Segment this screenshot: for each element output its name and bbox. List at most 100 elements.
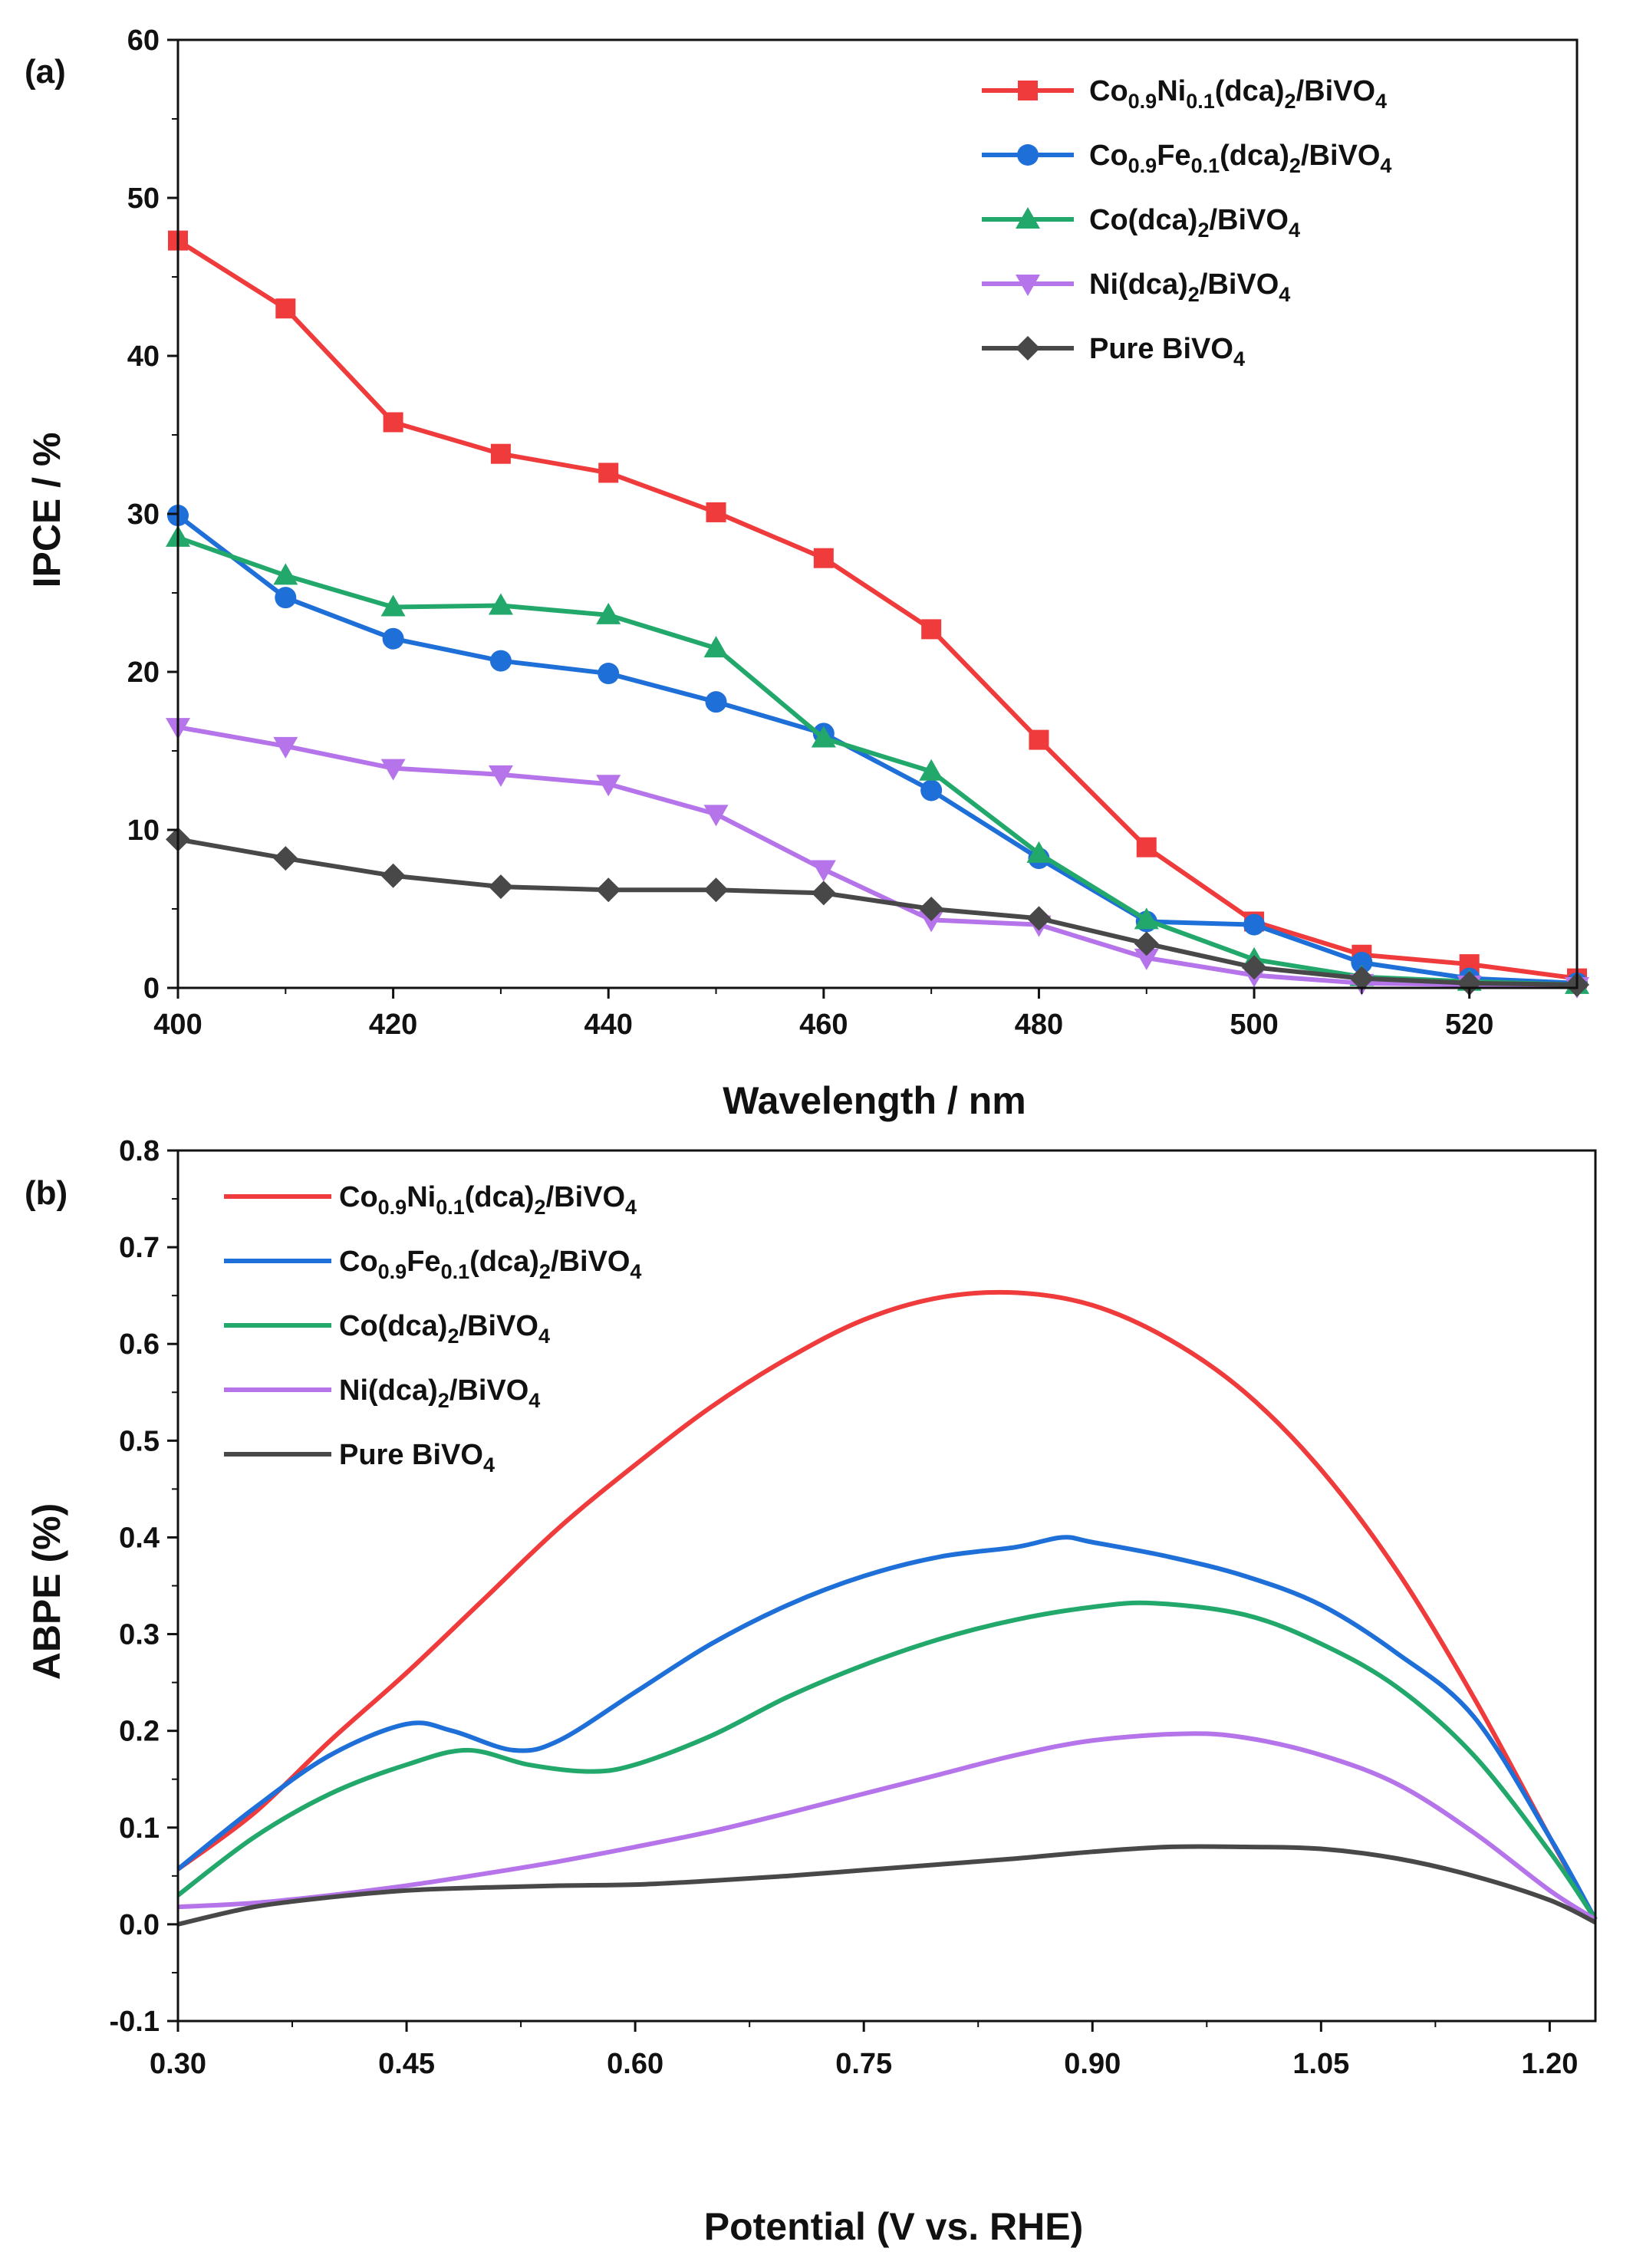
ipce-data-point bbox=[919, 759, 944, 781]
ipce-series-line-4 bbox=[177, 837, 1578, 987]
ipce-data-point bbox=[811, 726, 836, 748]
ipce-x-tick-label: 420 bbox=[369, 1009, 417, 1041]
ipce-legend-marker-1 bbox=[1017, 144, 1039, 166]
ipce-data-point bbox=[919, 897, 944, 921]
ipce-data-point bbox=[1134, 907, 1159, 930]
ipce-legend-marker-3 bbox=[1016, 275, 1040, 296]
ipce-data-point bbox=[1349, 966, 1375, 991]
ipce-data-point bbox=[705, 691, 727, 713]
abpe-y-tick-label: -0.1 bbox=[110, 2006, 160, 2038]
abpe-chart: -0.1 0.0 0.1 0.2 0.3 0.4 0.5 0.6 0.7 0.8 0.30 0.45 0… bbox=[25, 1135, 1598, 2248]
ipce-legend-marker-0 bbox=[1018, 81, 1038, 100]
panel-label-a: (a) bbox=[25, 53, 66, 91]
abpe-x-tick-label: 0.75 bbox=[835, 2048, 892, 2080]
ipce-data-point bbox=[1136, 837, 1157, 857]
ipce-data-point bbox=[703, 805, 729, 827]
ipce-legend-label-3: Ni(dca)2/BiVO4 bbox=[1089, 268, 1290, 306]
ipce-data-point bbox=[703, 636, 729, 658]
ipce-data-point bbox=[596, 877, 621, 903]
ipce-series-line-0 bbox=[176, 239, 1578, 981]
ipce-data-point bbox=[598, 462, 619, 483]
abpe-y-tick-label: 0.7 bbox=[119, 1232, 160, 1264]
abpe-y-tick-label: 0.6 bbox=[119, 1328, 160, 1361]
abpe-y-tick-label: 0.5 bbox=[119, 1425, 160, 1457]
ipce-y-axis-label: IPCE / % bbox=[25, 433, 68, 588]
abpe-x-tick-label: 0.60 bbox=[607, 2048, 663, 2080]
ipce-x-tick-label: 480 bbox=[1015, 1009, 1063, 1041]
panel-label-b: (b) bbox=[25, 1174, 67, 1212]
ipce-data-point bbox=[1242, 955, 1267, 980]
abpe-x-tick-label: 1.20 bbox=[1521, 2048, 1578, 2080]
ipce-x-tick-label: 400 bbox=[153, 1009, 202, 1041]
ipce-legend: Co0.9Ni0.1(dca)2/BiVO4 Co0.9Fe0.1(dca)2/B… bbox=[982, 75, 1391, 370]
ipce-data-point bbox=[382, 627, 404, 650]
ipce-legend-label-1: Co0.9Fe0.1(dca)2/BiVO4 bbox=[1089, 140, 1391, 177]
abpe-legend-label-2: Co(dca)2/BiVO4 bbox=[339, 1310, 550, 1348]
ipce-data-point bbox=[919, 910, 944, 933]
ipce-data-point bbox=[273, 846, 298, 871]
ipce-data-point bbox=[920, 779, 943, 802]
abpe-series-line-2 bbox=[176, 1600, 1598, 1921]
ipce-data-point bbox=[380, 863, 406, 888]
ipce-y-tick-label: 10 bbox=[127, 815, 160, 847]
ipce-data-point bbox=[813, 548, 834, 568]
ipce-legend-marker-2 bbox=[1016, 207, 1040, 229]
ipce-data-point bbox=[703, 877, 729, 903]
abpe-y-tick-label: 0.4 bbox=[119, 1522, 160, 1554]
ipce-data-point bbox=[706, 502, 726, 522]
abpe-y-tick-label: 0.2 bbox=[119, 1716, 160, 1748]
abpe-series-line-0 bbox=[176, 1289, 1598, 1921]
ipce-x-tick-label: 520 bbox=[1445, 1009, 1493, 1041]
ipce-data-point bbox=[1029, 729, 1049, 750]
abpe-y-tick-label: 0.0 bbox=[119, 1909, 160, 1941]
abpe-y-tick-label: 0.8 bbox=[119, 1135, 160, 1167]
abpe-legend-label-1: Co0.9Fe0.1(dca)2/BiVO4 bbox=[339, 1246, 641, 1283]
ipce-legend-label-2: Co(dca)2/BiVO4 bbox=[1089, 204, 1300, 242]
ipce-data-point bbox=[275, 298, 296, 319]
ipce-data-point bbox=[380, 594, 406, 617]
ipce-data-point bbox=[596, 602, 621, 624]
abpe-legend-label-0: Co0.9Ni0.1(dca)2/BiVO4 bbox=[339, 1181, 637, 1219]
ipce-data-point bbox=[488, 874, 513, 900]
ipce-data-point bbox=[488, 593, 513, 615]
ipce-data-point bbox=[490, 443, 511, 464]
ipce-legend-label-4: Pure BiVO4 bbox=[1089, 333, 1245, 370]
ipce-data-point bbox=[1243, 913, 1266, 936]
abpe-x-tick-label: 0.90 bbox=[1064, 2048, 1121, 2080]
ipce-legend-label-0: Co0.9Ni0.1(dca)2/BiVO4 bbox=[1089, 75, 1387, 113]
ipce-data-point bbox=[596, 775, 621, 797]
abpe-x-tick-label: 0.30 bbox=[150, 2048, 206, 2080]
ipce-x-axis-label: Wavelength / nm bbox=[723, 1079, 1026, 1122]
ipce-chart: 0 10 20 30 40 50 60 400 420 440 460 480 500 520 (a) W… bbox=[25, 25, 1589, 1122]
ipce-data-point bbox=[1026, 906, 1052, 931]
ipce-data-point bbox=[811, 860, 836, 882]
ipce-data-point bbox=[273, 736, 298, 759]
ipce-y-tick-label: 20 bbox=[127, 657, 160, 689]
abpe-y-axis-label: ABPE (%) bbox=[25, 1503, 68, 1680]
ipce-x-tick-label: 500 bbox=[1230, 1009, 1278, 1041]
ipce-data-point bbox=[1351, 952, 1373, 974]
ipce-data-point bbox=[921, 619, 942, 640]
ipce-data-point bbox=[1134, 931, 1159, 956]
abpe-x-axis-label: Potential (V vs. RHE) bbox=[704, 2205, 1084, 2248]
abpe-series-line-1 bbox=[176, 1535, 1598, 1921]
ipce-data-point bbox=[598, 663, 620, 685]
ipce-series-line-2 bbox=[177, 535, 1578, 987]
ipce-data-point bbox=[1134, 948, 1159, 970]
ipce-x-tick-label: 440 bbox=[584, 1009, 633, 1041]
ipce-data-point bbox=[1457, 970, 1482, 996]
ipce-y-tick-label: 0 bbox=[143, 973, 160, 1005]
abpe-series-line-4 bbox=[177, 1844, 1597, 1927]
abpe-series-line-3 bbox=[177, 1731, 1597, 1922]
ipce-y-tick-label: 40 bbox=[127, 341, 160, 373]
abpe-x-tick-label: 1.05 bbox=[1292, 2048, 1349, 2080]
ipce-legend-marker-4 bbox=[1016, 336, 1040, 360]
abpe-legend-label-4: Pure BiVO4 bbox=[339, 1439, 495, 1476]
ipce-y-tick-label: 30 bbox=[127, 499, 160, 531]
ipce-data-point bbox=[383, 412, 403, 433]
abpe-legend-label-3: Ni(dca)2/BiVO4 bbox=[339, 1374, 540, 1412]
ipce-y-tick-label: 50 bbox=[127, 183, 160, 215]
abpe-legend: Co0.9Ni0.1(dca)2/BiVO4 Co0.9Fe0.1(dca)2/B… bbox=[224, 1181, 641, 1476]
ipce-y-tick-label: 60 bbox=[127, 25, 160, 57]
ipce-data-point bbox=[380, 759, 406, 781]
